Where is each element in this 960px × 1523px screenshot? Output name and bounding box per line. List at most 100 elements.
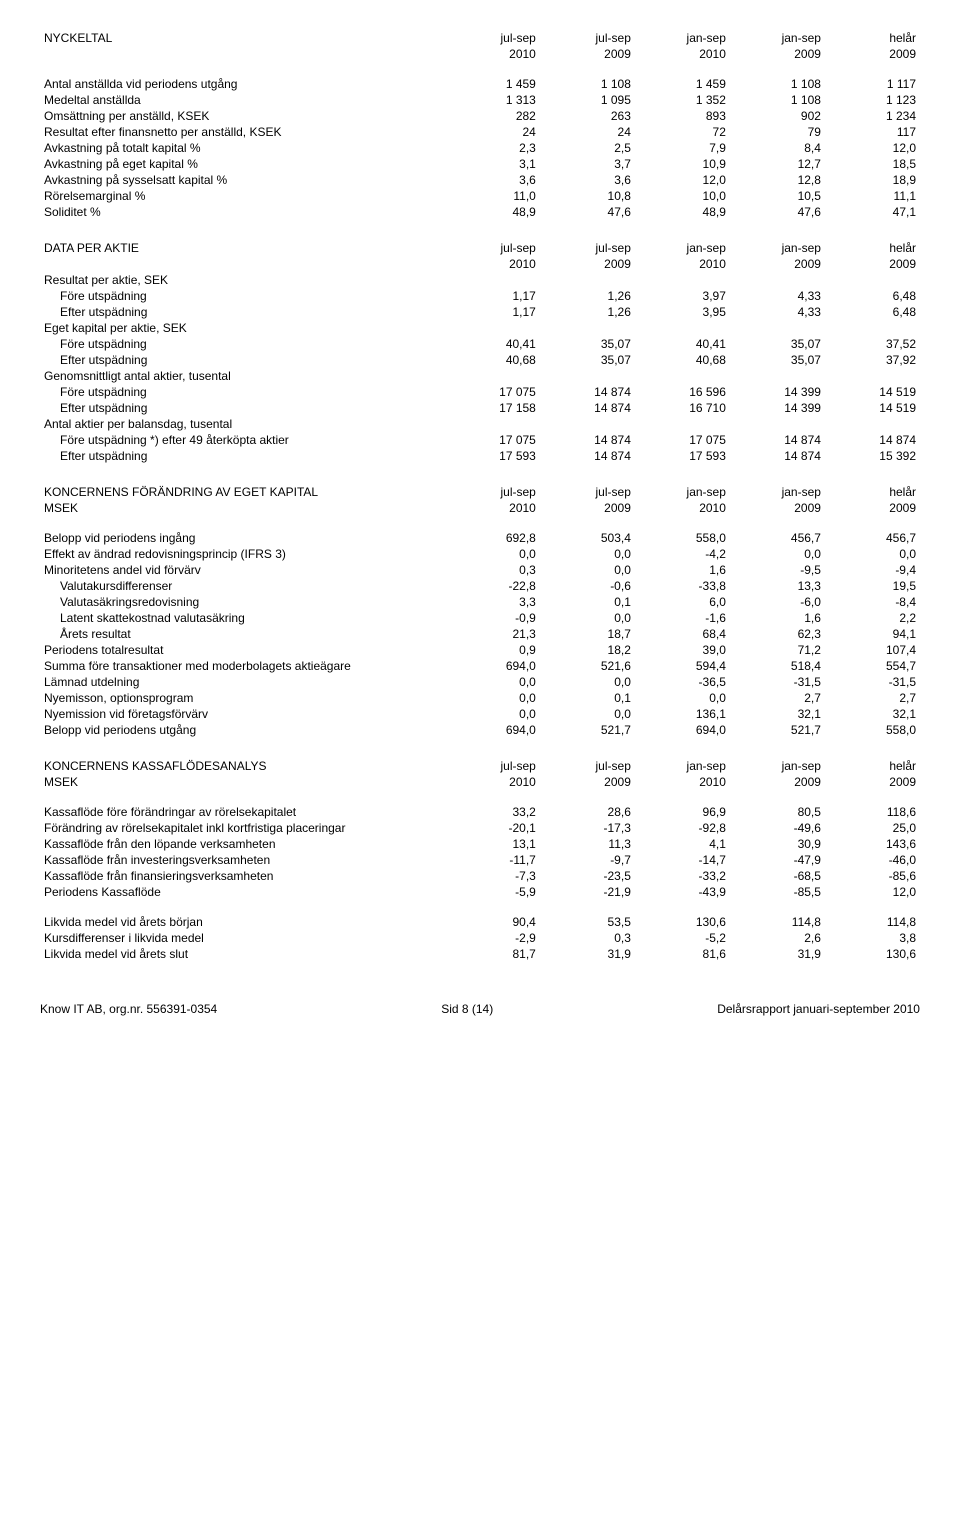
cell-value: 35,07 (730, 352, 825, 368)
eget-kapital-table: KONCERNENS FÖRÄNDRING AV EGET KAPITAL ju… (40, 484, 920, 738)
cell-value: 1 095 (540, 92, 635, 108)
cell-value: -92,8 (635, 820, 730, 836)
col-y: 2009 (825, 256, 920, 272)
cell-value: 14 874 (540, 432, 635, 448)
cell-value: -14,7 (635, 852, 730, 868)
cell-value: 90,4 (445, 914, 540, 930)
col-h: helår (825, 484, 920, 500)
group-heading: Genomsnittligt antal aktier, tusental (40, 368, 920, 384)
cell-value: 1 108 (730, 76, 825, 92)
cell-value: 48,9 (445, 204, 540, 220)
cell-value: 0,0 (445, 690, 540, 706)
cell-value: -9,7 (540, 852, 635, 868)
cell-value: 0,0 (540, 546, 635, 562)
cell-value: 0,9 (445, 642, 540, 658)
cell-value: -9,5 (730, 562, 825, 578)
cell-value: 117 (825, 124, 920, 140)
cell-value: 1 108 (540, 76, 635, 92)
col-h: jul-sep (540, 30, 635, 46)
cell-value: 96,9 (635, 804, 730, 820)
cell-value: 1,6 (635, 562, 730, 578)
row-label: Kursdifferenser i likvida medel (40, 930, 445, 946)
kf-subtitle: MSEK (40, 774, 445, 790)
footer-center: Sid 8 (14) (441, 1002, 493, 1016)
cell-value: 114,8 (730, 914, 825, 930)
cell-value: 17 158 (445, 400, 540, 416)
cell-value: -47,9 (730, 852, 825, 868)
cell-value: 503,4 (540, 530, 635, 546)
page-footer: Know IT AB, org.nr. 556391-0354 Sid 8 (1… (40, 1002, 920, 1016)
cell-value: 6,48 (825, 288, 920, 304)
row-label: Likvida medel vid årets slut (40, 946, 445, 962)
cell-value: 3,97 (635, 288, 730, 304)
cell-value: 7,9 (635, 140, 730, 156)
cell-value: -9,4 (825, 562, 920, 578)
cell-value: 10,8 (540, 188, 635, 204)
row-label: Rörelsemarginal % (40, 188, 445, 204)
cell-value: 3,3 (445, 594, 540, 610)
group-heading: Antal aktier per balansdag, tusental (40, 416, 920, 432)
cell-value: 130,6 (825, 946, 920, 962)
cell-value: 0,3 (445, 562, 540, 578)
cell-value: 2,3 (445, 140, 540, 156)
row-label: Soliditet % (40, 204, 445, 220)
cell-value: 47,6 (540, 204, 635, 220)
row-label: Efter utspädning (40, 400, 445, 416)
footer-left: Know IT AB, org.nr. 556391-0354 (40, 1002, 217, 1016)
row-label: Minoritetens andel vid förvärv (40, 562, 445, 578)
col-h: jan-sep (635, 30, 730, 46)
cell-value: 79 (730, 124, 825, 140)
col-y: 2009 (540, 774, 635, 790)
cell-value: 94,1 (825, 626, 920, 642)
cell-value: 17 075 (445, 432, 540, 448)
row-label: Före utspädning (40, 288, 445, 304)
cell-value: 1 459 (445, 76, 540, 92)
cell-value: 893 (635, 108, 730, 124)
cell-value: 14 399 (730, 400, 825, 416)
cell-value: 114,8 (825, 914, 920, 930)
row-label: Periodens totalresultat (40, 642, 445, 658)
cell-value: 12,0 (825, 884, 920, 900)
cell-value: 14 874 (730, 432, 825, 448)
cell-value: 71,2 (730, 642, 825, 658)
row-label: Valutasäkringsredovisning (40, 594, 445, 610)
cell-value: 6,0 (635, 594, 730, 610)
col-h: jul-sep (540, 484, 635, 500)
cell-value: 14 874 (540, 448, 635, 464)
cell-value: 12,8 (730, 172, 825, 188)
cell-value: 17 593 (445, 448, 540, 464)
cell-value: 3,6 (445, 172, 540, 188)
cell-value: -8,4 (825, 594, 920, 610)
cell-value: 558,0 (825, 722, 920, 738)
col-h: jul-sep (540, 758, 635, 774)
cell-value: 2,5 (540, 140, 635, 156)
col-h: jul-sep (540, 240, 635, 256)
cell-value: 263 (540, 108, 635, 124)
cell-value: 3,95 (635, 304, 730, 320)
cell-value: 902 (730, 108, 825, 124)
col-y: 2010 (635, 774, 730, 790)
row-label: Kassaflöde före förändringar av rörelsek… (40, 804, 445, 820)
cell-value: 3,7 (540, 156, 635, 172)
row-label: Resultat efter finansnetto per anställd,… (40, 124, 445, 140)
col-h: helår (825, 240, 920, 256)
cell-value: 1,26 (540, 288, 635, 304)
row-label: Avkastning på eget kapital % (40, 156, 445, 172)
cell-value: 518,4 (730, 658, 825, 674)
col-y: 2009 (730, 256, 825, 272)
cell-value: -49,6 (730, 820, 825, 836)
cell-value: 37,92 (825, 352, 920, 368)
col-y: 2009 (730, 774, 825, 790)
row-label: Valutakursdifferenser (40, 578, 445, 594)
col-h: jan-sep (730, 240, 825, 256)
cell-value: 11,3 (540, 836, 635, 852)
cell-value: 521,7 (540, 722, 635, 738)
col-y: 2010 (635, 500, 730, 516)
cell-value: 33,2 (445, 804, 540, 820)
cell-value: 3,6 (540, 172, 635, 188)
cell-value: 12,0 (635, 172, 730, 188)
cell-value: 0,0 (540, 706, 635, 722)
cell-value: -2,9 (445, 930, 540, 946)
col-y: 2009 (825, 46, 920, 62)
cell-value: 1 123 (825, 92, 920, 108)
